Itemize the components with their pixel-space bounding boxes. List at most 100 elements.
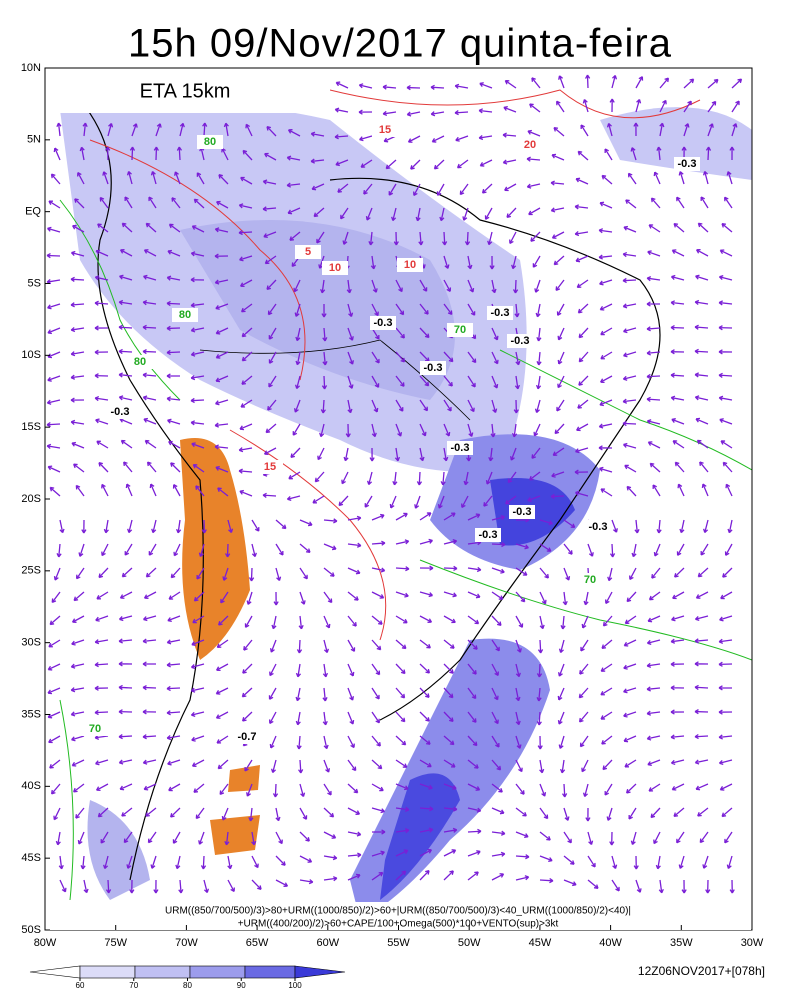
- wind-arrow: [653, 831, 661, 845]
- wind-arrow: [371, 663, 381, 676]
- contour-label: 15: [379, 124, 391, 136]
- wind-arrow: [50, 173, 61, 185]
- contour-label-bg: [127, 355, 153, 369]
- wind-arrow: [623, 735, 637, 743]
- wind-arrow: [145, 222, 157, 233]
- wind-arrow: [550, 207, 565, 213]
- wind-arrow: [215, 351, 229, 359]
- wind-arrow: [599, 201, 613, 209]
- wind-arrow: [49, 759, 61, 769]
- lon-label: 75W: [104, 937, 127, 949]
- wind-arrow: [71, 441, 85, 449]
- wind-arrow: [221, 807, 229, 821]
- wind-arrow: [248, 567, 255, 582]
- wind-arrow: [491, 514, 506, 521]
- wind-arrow: [671, 615, 685, 622]
- wind-arrow: [170, 807, 181, 818]
- wind-arrow: [107, 122, 114, 137]
- wind-arrow: [94, 639, 109, 645]
- wind-arrow: [635, 76, 644, 89]
- wind-arrow: [166, 639, 181, 645]
- wind-arrow: [515, 567, 528, 576]
- wind-arrow: [312, 495, 325, 504]
- wind-arrow: [419, 827, 434, 833]
- wind-arrow: [395, 663, 406, 675]
- wind-arrow: [529, 103, 541, 113]
- wind-arrow: [371, 279, 378, 293]
- wind-arrow: [395, 423, 403, 437]
- wind-arrow: [563, 879, 577, 887]
- wind-arrow: [179, 122, 185, 137]
- wind-arrow: [601, 174, 613, 185]
- wind-arrow: [101, 483, 109, 497]
- wind-arrow: [266, 125, 277, 137]
- wind-arrow: [512, 279, 519, 294]
- wind-arrow: [269, 639, 277, 653]
- contour-label: -0.3: [513, 506, 532, 518]
- wind-arrow: [646, 735, 661, 741]
- wind-arrow: [225, 543, 231, 558]
- wind-arrow: [321, 303, 327, 318]
- wind-arrow: [240, 176, 253, 185]
- wind-arrow: [539, 877, 554, 884]
- wind-arrow: [371, 375, 380, 388]
- wind-arrow: [120, 439, 133, 449]
- lat-label: 15S: [21, 421, 41, 433]
- wind-arrow: [143, 417, 157, 425]
- wind-arrow: [556, 303, 565, 316]
- wind-arrow: [683, 123, 690, 137]
- wind-arrow: [719, 249, 733, 257]
- wind-arrow: [539, 615, 545, 630]
- wind-arrow: [467, 759, 479, 769]
- wind-arrow: [142, 684, 157, 691]
- wind-arrow: [347, 303, 354, 318]
- wind-arrow: [515, 543, 529, 550]
- wind-arrow: [70, 687, 85, 693]
- lon-label: 30W: [741, 937, 764, 949]
- wind-arrow: [647, 250, 661, 257]
- wind-arrow: [655, 855, 661, 870]
- wind-arrow: [47, 375, 61, 382]
- wind-arrow: [459, 183, 469, 196]
- lat-label: 45S: [21, 852, 41, 864]
- wind-arrow: [59, 879, 67, 893]
- wind-arrow: [647, 441, 661, 449]
- wind-arrow: [648, 783, 661, 792]
- wind-arrow: [700, 543, 709, 556]
- wind-arrow: [553, 255, 565, 266]
- wind-arrow: [718, 325, 733, 331]
- wind-arrow: [265, 423, 277, 434]
- wind-arrow: [504, 183, 517, 192]
- lon-label: 55W: [387, 937, 410, 949]
- wind-arrow: [670, 685, 685, 691]
- wind-arrow: [670, 661, 685, 667]
- wind-arrow: [217, 759, 229, 770]
- wind-arrow: [239, 423, 253, 431]
- wind-arrow: [536, 687, 542, 702]
- wind-arrow: [515, 783, 525, 795]
- wind-arrow: [264, 255, 277, 265]
- wind-arrow: [47, 711, 61, 719]
- wind-arrow: [216, 663, 229, 672]
- wind-arrow: [622, 398, 637, 404]
- wind-arrow: [454, 110, 469, 116]
- wind-arrow: [395, 351, 406, 363]
- wind-arrow: [275, 807, 281, 822]
- wind-arrow: [413, 183, 421, 197]
- wind-arrow: [127, 519, 133, 534]
- wind-arrow: [600, 687, 613, 696]
- wind-arrow: [694, 684, 709, 691]
- wind-arrow: [430, 111, 445, 117]
- wind-arrow: [121, 807, 133, 817]
- colorbar-label: 60: [76, 981, 85, 990]
- wind-arrow: [670, 638, 685, 644]
- wind-arrow: [395, 303, 405, 316]
- wind-arrow: [536, 663, 543, 678]
- wind-arrow: [443, 735, 455, 746]
- wind-arrow: [166, 735, 181, 741]
- wind-arrow: [725, 483, 733, 497]
- wind-arrow: [94, 275, 109, 281]
- wind-arrow: [623, 663, 637, 670]
- wind-arrow: [105, 146, 111, 161]
- wind-arrow: [557, 687, 565, 701]
